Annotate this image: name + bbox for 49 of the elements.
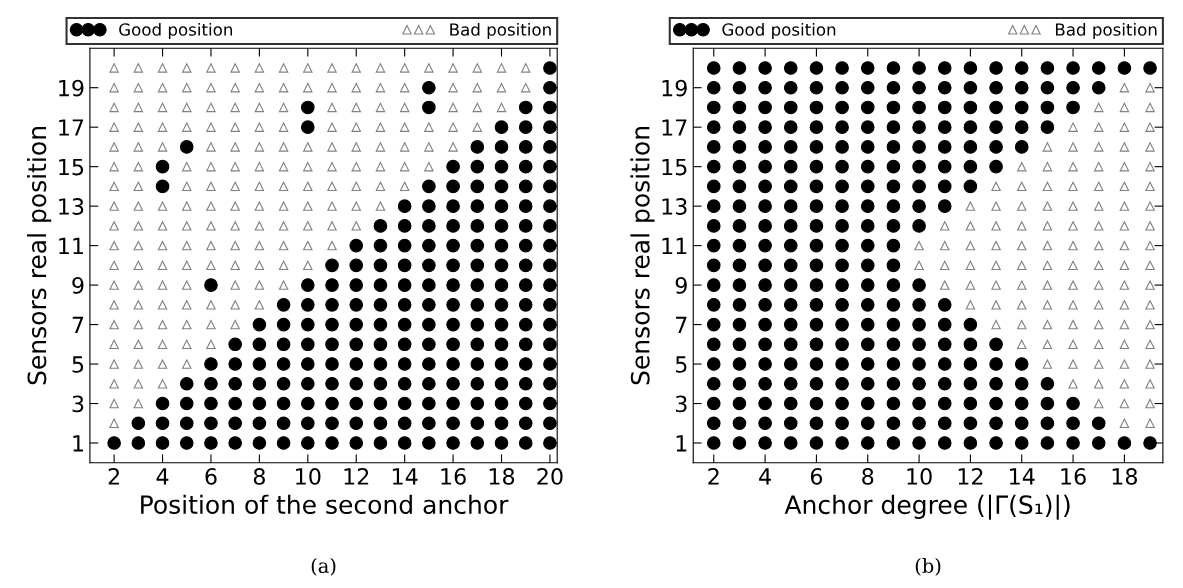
legend-label: Good position [722, 22, 836, 40]
y-axis-title: Sensors real position [630, 127, 655, 385]
y-axis-title: Sensors real position [27, 127, 52, 385]
x-tick-label: 6 [810, 468, 823, 485]
y-tick-label: 15 [59, 158, 84, 176]
y-tick-label: 3 [675, 395, 687, 413]
y-tick-label: 11 [662, 237, 687, 255]
legend-label: Bad position [450, 22, 551, 40]
y-tick-label: 5 [72, 356, 84, 373]
y-tick-label: 7 [72, 316, 84, 334]
x-tick-label: 4 [759, 468, 771, 485]
x-axis-title: Anchor degree (|Γ(S₁)|) [784, 494, 1070, 520]
y-tick-label: 9 [675, 277, 687, 294]
x-tick-label: 10 [296, 468, 321, 485]
y-tick-label: 7 [676, 316, 687, 334]
y-tick-label: 15 [662, 158, 687, 176]
x-tick-label: 12 [344, 468, 369, 485]
x-tick-label: 2 [108, 468, 119, 485]
text: (b) [915, 558, 941, 576]
x-tick-label: 10 [907, 468, 932, 485]
x-axis-title: Position of the second anchor [141, 494, 509, 515]
legend-label: Bad position [1055, 22, 1157, 40]
y-tick-label: 13 [59, 198, 84, 215]
x-tick-label: 18 [1112, 468, 1138, 485]
y-tick-label: 13 [662, 198, 687, 215]
x-tick-label: 18 [489, 468, 515, 485]
x-tick-label: 4 [156, 468, 169, 485]
x-tick-label: 16 [1061, 468, 1086, 485]
x-tick-label: 20 [537, 468, 563, 485]
x-tick-label: 6 [205, 468, 217, 485]
x-tick-label: 16 [441, 468, 466, 485]
x-tick-label: 14 [1010, 468, 1035, 485]
y-tick-label: 5 [675, 356, 687, 373]
legend-label: Good position [119, 22, 232, 40]
y-tick-label: 17 [59, 119, 84, 136]
x-tick-label: 2 [708, 468, 719, 485]
text: (a) [311, 558, 336, 576]
x-tick-label: 8 [253, 468, 265, 485]
y-tick-label: 1 [676, 435, 687, 452]
y-tick-label: 3 [72, 395, 84, 413]
y-tick-label: 1 [73, 435, 83, 452]
x-tick-label: 12 [958, 468, 983, 485]
y-tick-label: 19 [662, 79, 687, 97]
y-tick-label: 17 [662, 119, 687, 136]
y-tick-label: 11 [59, 237, 83, 255]
x-tick-label: 8 [862, 468, 874, 485]
y-tick-label: 19 [59, 79, 84, 97]
y-tick-label: 9 [72, 277, 84, 294]
x-tick-label: 14 [392, 468, 418, 485]
